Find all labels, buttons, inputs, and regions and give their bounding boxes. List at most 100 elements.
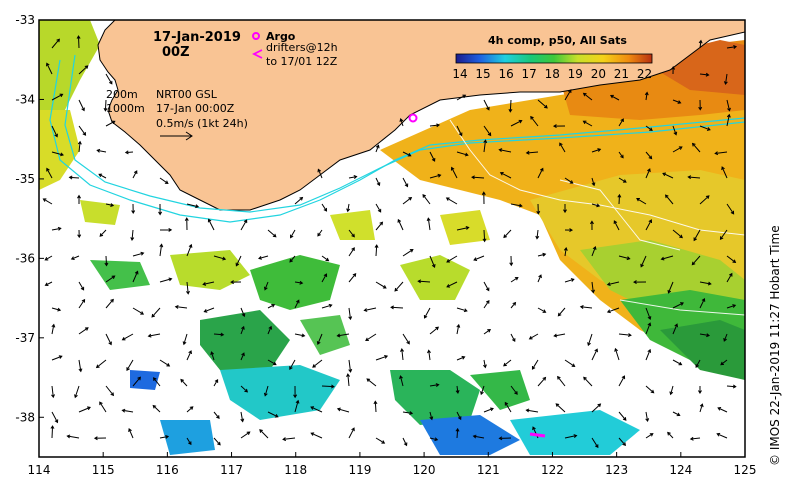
colorbar-tick-label: 17 (522, 67, 537, 81)
current-vector (699, 281, 712, 286)
current-vector (121, 408, 134, 413)
current-vector (105, 333, 112, 346)
current-vector (186, 437, 192, 446)
current-vector (240, 325, 245, 335)
current-vector (719, 229, 728, 241)
current-vector (159, 227, 173, 232)
current-vector (672, 411, 681, 417)
current-vector (51, 385, 55, 399)
current-vector (591, 281, 596, 294)
current-vector (267, 411, 279, 418)
current-vector (321, 203, 328, 212)
current-vector (105, 385, 115, 397)
current-vector (671, 65, 676, 75)
current-vector (131, 203, 136, 215)
current-vector (374, 244, 379, 257)
current-vector (182, 333, 188, 346)
current-vector (531, 359, 539, 370)
current-vector (726, 113, 731, 127)
current-vector (564, 89, 572, 101)
current-vector (99, 401, 107, 413)
current-vector (310, 432, 323, 439)
current-vector (660, 255, 674, 261)
current-vector (317, 168, 323, 179)
current-vector (174, 304, 188, 309)
plot-frame (38, 19, 746, 458)
current-vector (606, 281, 620, 287)
current-vector (429, 437, 439, 442)
current-vector (482, 229, 487, 243)
current-vector (645, 433, 654, 439)
current-vector (321, 255, 330, 262)
current-vector (645, 219, 653, 231)
current-vector (537, 274, 542, 283)
lat-tick-label: -34 (15, 92, 35, 106)
current-vector (132, 307, 145, 315)
current-vector (456, 226, 470, 231)
current-vector (46, 62, 53, 75)
current-vector (606, 307, 620, 314)
current-vector (186, 203, 200, 209)
current-vector (510, 301, 517, 309)
current-vector (714, 151, 728, 156)
current-vector (348, 273, 357, 283)
current-vector (78, 406, 91, 413)
current-vector (456, 323, 461, 335)
sst-contours (449, 119, 745, 316)
current-vector (664, 194, 674, 205)
current-vector (213, 411, 220, 419)
current-vector (726, 384, 737, 389)
current-vector (186, 243, 193, 257)
lon-tick-label: 120 (413, 463, 436, 477)
plot-area (39, 20, 745, 457)
current-vector (240, 385, 249, 393)
current-vector (348, 247, 355, 257)
current-vector (426, 217, 431, 231)
current-vector (321, 384, 335, 389)
current-vector (691, 255, 701, 266)
current-vector (400, 348, 405, 361)
current-vector (483, 359, 487, 369)
current-vector (645, 411, 650, 423)
current-vector (716, 432, 728, 439)
current-vector (50, 425, 55, 439)
current-vector (159, 277, 173, 283)
current-vector (263, 281, 269, 291)
current-vector (617, 193, 622, 205)
current-vector (429, 151, 436, 162)
current-vector (669, 385, 674, 396)
current-vector (399, 375, 404, 387)
current-vector (591, 437, 599, 449)
current-vector (321, 303, 333, 309)
current-vector (504, 401, 512, 413)
current-vector (726, 272, 733, 283)
drifters-label: drifters@12h (266, 41, 338, 54)
current-vector (689, 436, 701, 441)
current-vector (528, 333, 539, 340)
current-vector (618, 118, 624, 127)
current-vector (293, 385, 298, 399)
current-vector (613, 220, 620, 231)
current-vector (563, 203, 567, 214)
credit-text: © IMOS 22-Jan-2019 11:27 Hobart Time (768, 225, 782, 466)
current-vector (429, 173, 442, 179)
colorbar-tick-label: 15 (475, 67, 490, 81)
current-vector (687, 175, 701, 180)
current-vector (446, 281, 458, 288)
current-vector (645, 385, 655, 394)
current-vector (282, 437, 296, 442)
current-vector (483, 125, 492, 137)
current-vector (455, 385, 460, 394)
current-vector (42, 198, 53, 205)
current-vector (557, 375, 566, 387)
current-vector (456, 94, 467, 101)
current-vector (402, 249, 414, 257)
current-vector (618, 255, 631, 261)
current-vector (263, 385, 269, 397)
current-vector (240, 219, 248, 231)
current-vector (483, 139, 488, 153)
current-vector (210, 351, 215, 361)
current-vector (375, 144, 380, 153)
current-vector (423, 307, 431, 319)
current-vector (672, 323, 679, 335)
